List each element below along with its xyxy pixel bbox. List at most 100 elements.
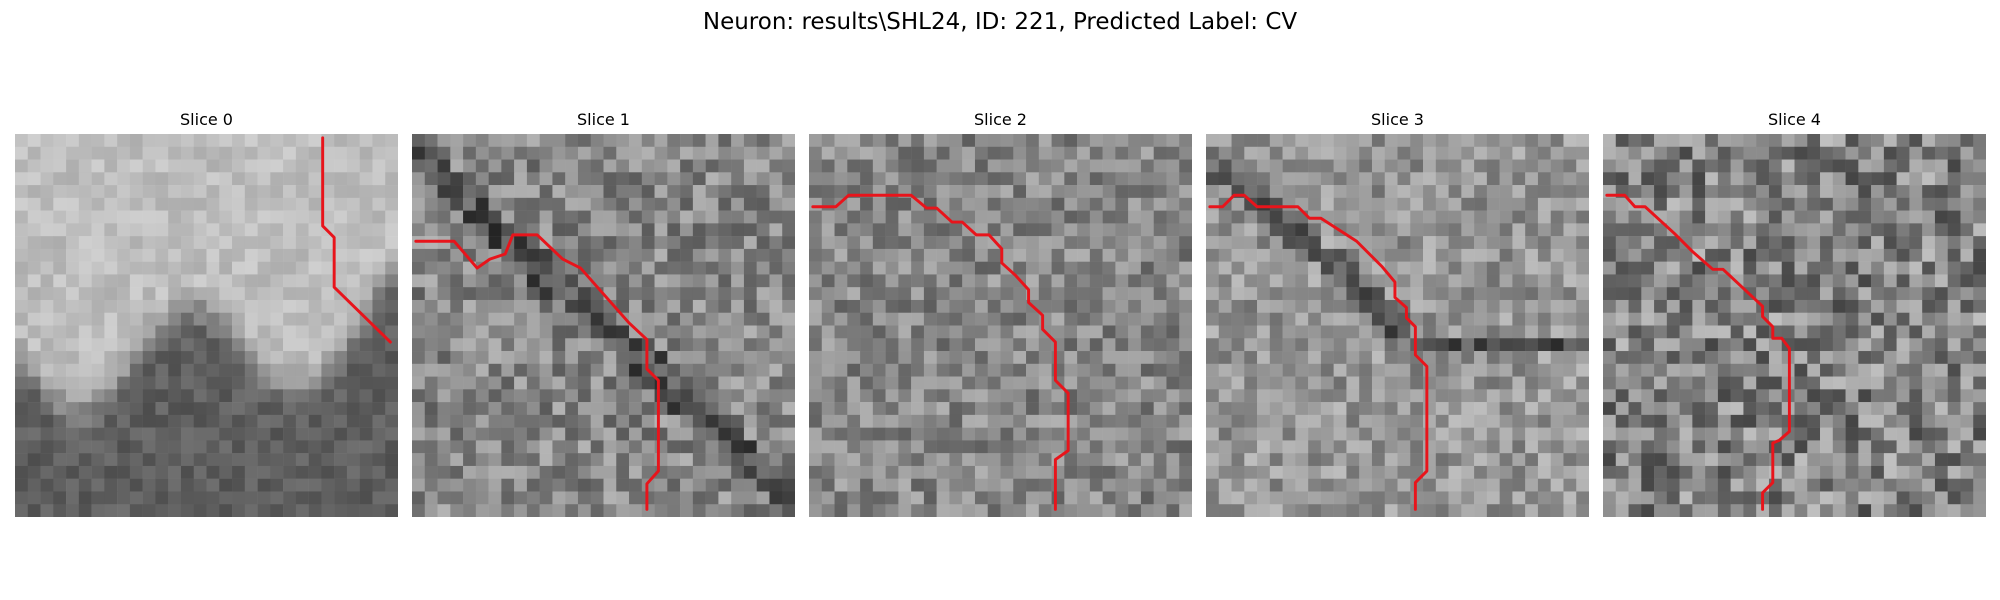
- pixel-cell: [654, 197, 668, 211]
- pixel-cell: [321, 427, 335, 441]
- pixel-cell: [1295, 287, 1309, 301]
- pixel-cell: [1525, 325, 1539, 339]
- pixel-cell: [1064, 287, 1078, 301]
- pixel-cell: [629, 146, 643, 160]
- pixel-cell: [769, 274, 783, 288]
- pixel-cell: [1499, 210, 1513, 224]
- pixel-cell: [1499, 248, 1513, 262]
- pixel-cell: [1896, 402, 1910, 416]
- pixel-cell: [718, 351, 732, 365]
- pixel-cell: [270, 134, 284, 148]
- pixel-cell: [91, 491, 105, 505]
- pixel-cell: [1474, 210, 1488, 224]
- pixel-cell: [1166, 504, 1180, 517]
- pixel-cell: [1384, 414, 1398, 428]
- pixel-cell: [1550, 338, 1564, 352]
- pixel-cell: [1909, 376, 1923, 390]
- pixel-cell: [821, 312, 835, 326]
- pixel-cell: [590, 172, 604, 186]
- pixel-cell: [809, 210, 823, 224]
- pixel-cell: [1461, 440, 1475, 454]
- pixel-cell: [1333, 491, 1347, 505]
- pixel-cell: [1384, 491, 1398, 505]
- pixel-cell: [1641, 299, 1655, 313]
- pixel-cell: [1641, 465, 1655, 479]
- pixel-cell: [1051, 440, 1065, 454]
- pixel-cell: [15, 261, 29, 275]
- pixel-cell: [40, 427, 54, 441]
- pixel-cell: [1474, 159, 1488, 173]
- pixel-cell: [193, 453, 207, 467]
- pixel-cell: [1244, 172, 1258, 186]
- pixel-cell: [1461, 274, 1475, 288]
- pixel-cell: [1102, 453, 1116, 467]
- pixel-cell: [1089, 338, 1103, 352]
- pixel-cell: [1038, 223, 1052, 237]
- pixel-cell: [1550, 440, 1564, 454]
- pixel-cell: [1807, 236, 1821, 250]
- pixel-cell: [705, 491, 719, 505]
- pixel-cell: [1973, 248, 1986, 262]
- pixel-cell: [629, 223, 643, 237]
- pixel-cell: [1550, 453, 1564, 467]
- pixel-cell: [1026, 248, 1040, 262]
- pixel-cell: [1423, 287, 1437, 301]
- pixel-cell: [692, 440, 706, 454]
- pixel-cell: [257, 491, 271, 505]
- pixel-cell: [475, 223, 489, 237]
- pixel-cell: [654, 389, 668, 403]
- pixel-cell: [962, 248, 976, 262]
- pixel-cell: [501, 197, 515, 211]
- pixel-cell: [295, 440, 309, 454]
- pixel-cell: [1461, 402, 1475, 416]
- pixel-cell: [1384, 465, 1398, 479]
- pixel-cell: [1679, 427, 1693, 441]
- pixel-cell: [1013, 414, 1027, 428]
- pixel-cell: [962, 491, 976, 505]
- pixel-cell: [1384, 376, 1398, 390]
- pixel-cell: [603, 134, 617, 148]
- pixel-cell: [15, 325, 29, 339]
- pixel-cell: [641, 261, 655, 275]
- pixel-cell: [885, 134, 899, 148]
- pixel-cell: [1089, 427, 1103, 441]
- pixel-cell: [1102, 299, 1116, 313]
- pixel-cell: [1115, 427, 1129, 441]
- pixel-cell: [53, 159, 67, 173]
- pixel-cell: [1115, 197, 1129, 211]
- pixel-cell: [1102, 427, 1116, 441]
- pixel-cell: [321, 172, 335, 186]
- pixel-cell: [1384, 197, 1398, 211]
- pixel-cell: [270, 287, 284, 301]
- pixel-cell: [1922, 376, 1936, 390]
- pixel-cell: [1794, 491, 1808, 505]
- pixel-cell: [1576, 491, 1589, 505]
- pixel-cell: [654, 223, 668, 237]
- pixel-cell: [1692, 210, 1706, 224]
- pixel-cell: [270, 376, 284, 390]
- pixel-cell: [1244, 197, 1258, 211]
- pixel-cell: [1410, 223, 1424, 237]
- pixel-cell: [1423, 504, 1437, 517]
- pixel-cell: [1013, 427, 1027, 441]
- pixel-cell: [1794, 504, 1808, 517]
- pixel-cell: [66, 414, 80, 428]
- pixel-cell: [1038, 504, 1052, 517]
- pixel-cell: [847, 402, 861, 416]
- pixel-cell: [450, 453, 464, 467]
- pixel-cell: [372, 185, 386, 199]
- pixel-cell: [834, 351, 848, 365]
- pixel-cell: [731, 274, 745, 288]
- pixel-cell: [1026, 338, 1040, 352]
- pixel-cell: [1269, 248, 1283, 262]
- pixel-cell: [155, 312, 169, 326]
- pixel-cell: [1308, 261, 1322, 275]
- pixel-cell: [104, 465, 118, 479]
- pixel-cell: [1000, 134, 1014, 148]
- pixel-cell: [1512, 299, 1526, 313]
- pixel-cell: [1333, 287, 1347, 301]
- pixel-cell: [283, 172, 297, 186]
- pixel-cell: [911, 236, 925, 250]
- pixel-cell: [1295, 146, 1309, 160]
- pixel-cell: [731, 427, 745, 441]
